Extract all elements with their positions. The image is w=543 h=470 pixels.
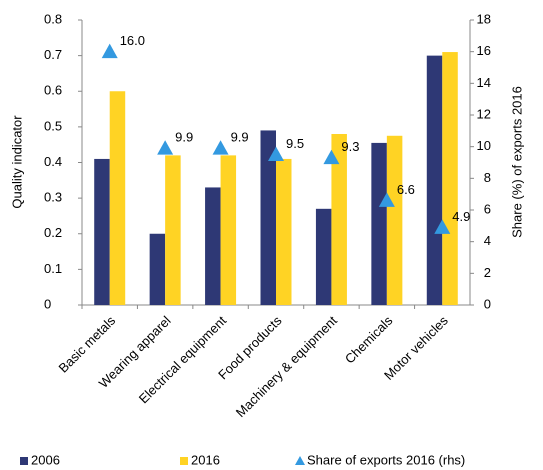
bar xyxy=(165,155,181,305)
y-tick-label: 0.1 xyxy=(44,261,62,276)
x-tick-label: Machinery & equipment xyxy=(233,313,340,420)
data-label: 9.9 xyxy=(175,130,193,145)
y2-tick-label: 8 xyxy=(484,170,491,185)
y2-tick-label: 0 xyxy=(484,296,491,311)
bar xyxy=(205,187,221,305)
legend-label: 2006 xyxy=(31,452,60,467)
x-tick-label: Chemicals xyxy=(342,313,396,367)
bar xyxy=(276,158,292,305)
data-label: 16.0 xyxy=(120,33,145,48)
data-label: 6.6 xyxy=(397,182,415,197)
y2-tick-label: 14 xyxy=(477,75,491,90)
y-tick-label: 0.2 xyxy=(44,225,62,240)
y2-tick-label: 12 xyxy=(477,106,491,121)
y2-tick-label: 18 xyxy=(477,11,491,26)
y-tick-label: 0.8 xyxy=(44,11,62,26)
legend-label: 2016 xyxy=(191,452,220,467)
triangle-marker xyxy=(101,43,118,59)
data-label: 4.9 xyxy=(452,209,470,224)
y2-tick-label: 2 xyxy=(484,265,491,280)
legend-marker xyxy=(180,457,188,465)
y-tick-label: 0.3 xyxy=(44,190,62,205)
legend-marker xyxy=(20,457,28,465)
data-label: 9.9 xyxy=(231,130,249,145)
y2-axis-label: Share (%) of exports 2016 xyxy=(509,86,524,238)
bar xyxy=(331,134,347,305)
bar xyxy=(442,52,458,305)
bar xyxy=(260,130,276,305)
bar xyxy=(149,233,166,305)
triangle-marker xyxy=(157,140,174,155)
bar xyxy=(220,155,237,305)
bar xyxy=(426,55,443,305)
data-label: 9.3 xyxy=(341,139,359,154)
y-tick-label: 0.5 xyxy=(44,118,62,133)
legend-label: Share of exports 2016 (rhs) xyxy=(307,452,465,467)
triangle-marker xyxy=(212,140,229,155)
y-tick-label: 0.7 xyxy=(44,47,62,62)
y2-tick-label: 6 xyxy=(484,201,491,216)
y-tick-label: 0.4 xyxy=(44,154,62,169)
triangle-marker xyxy=(323,149,340,165)
triangle-marker xyxy=(268,146,284,161)
y2-tick-label: 4 xyxy=(484,233,491,248)
bar xyxy=(109,91,126,305)
bar xyxy=(94,158,110,305)
bar xyxy=(371,142,387,305)
triangle-marker xyxy=(378,192,395,207)
y2-tick-label: 10 xyxy=(477,138,491,153)
bar xyxy=(315,208,332,305)
y-tick-label: 0 xyxy=(44,296,51,311)
y-axis-label: Quality indicator xyxy=(9,115,24,209)
y-tick-label: 0.6 xyxy=(44,83,62,98)
y2-tick-label: 16 xyxy=(477,43,491,58)
triangle-marker xyxy=(434,219,451,234)
bar xyxy=(386,135,403,305)
legend-marker xyxy=(295,456,305,465)
data-label: 9.5 xyxy=(286,136,304,151)
